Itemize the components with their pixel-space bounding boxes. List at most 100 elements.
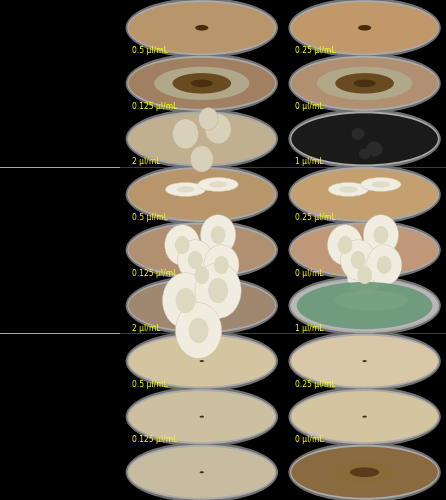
Ellipse shape bbox=[128, 114, 275, 164]
Ellipse shape bbox=[297, 282, 432, 329]
Ellipse shape bbox=[175, 302, 222, 358]
Ellipse shape bbox=[328, 182, 368, 196]
Ellipse shape bbox=[188, 251, 202, 269]
Ellipse shape bbox=[127, 167, 277, 222]
Text: Alternaria sp.,: Alternaria sp., bbox=[15, 79, 105, 89]
Ellipse shape bbox=[126, 54, 278, 114]
Text: 1 μI/mL: 1 μI/mL bbox=[295, 158, 323, 166]
Ellipse shape bbox=[205, 114, 231, 144]
Ellipse shape bbox=[290, 389, 439, 444]
Ellipse shape bbox=[363, 360, 367, 362]
Ellipse shape bbox=[126, 386, 278, 446]
Text: 2 μI/mL: 2 μI/mL bbox=[132, 324, 160, 333]
Ellipse shape bbox=[162, 272, 209, 328]
Ellipse shape bbox=[340, 240, 376, 280]
Ellipse shape bbox=[289, 220, 441, 280]
Ellipse shape bbox=[128, 336, 275, 386]
Text: 0.25 μI/mL: 0.25 μI/mL bbox=[295, 46, 335, 56]
Ellipse shape bbox=[200, 471, 204, 473]
Ellipse shape bbox=[338, 236, 352, 254]
Ellipse shape bbox=[200, 416, 204, 418]
Ellipse shape bbox=[128, 280, 275, 331]
Ellipse shape bbox=[178, 240, 213, 280]
Text: 0.5 μI/mL: 0.5 μI/mL bbox=[132, 46, 168, 56]
Ellipse shape bbox=[201, 214, 235, 255]
Ellipse shape bbox=[289, 0, 441, 58]
Ellipse shape bbox=[154, 66, 249, 100]
Ellipse shape bbox=[126, 276, 278, 336]
Ellipse shape bbox=[354, 80, 376, 87]
Text: 0 μI/mL: 0 μI/mL bbox=[295, 435, 323, 444]
Text: 0.25 μI/mL: 0.25 μI/mL bbox=[295, 380, 335, 388]
Ellipse shape bbox=[128, 2, 275, 54]
Ellipse shape bbox=[176, 186, 195, 192]
Ellipse shape bbox=[127, 389, 277, 444]
Text: R. stolonifer: R. stolonifer bbox=[21, 412, 99, 422]
Ellipse shape bbox=[290, 56, 439, 111]
Ellipse shape bbox=[291, 169, 438, 220]
Ellipse shape bbox=[165, 224, 200, 265]
Ellipse shape bbox=[211, 226, 225, 244]
Ellipse shape bbox=[127, 56, 277, 111]
Ellipse shape bbox=[126, 220, 278, 280]
Ellipse shape bbox=[291, 224, 438, 276]
Ellipse shape bbox=[290, 167, 439, 222]
Text: P. expansum: P. expansum bbox=[21, 245, 99, 255]
Ellipse shape bbox=[128, 391, 275, 442]
Ellipse shape bbox=[363, 214, 398, 255]
Ellipse shape bbox=[127, 444, 277, 500]
Text: 0.25 μI/mL: 0.25 μI/mL bbox=[295, 213, 335, 222]
Ellipse shape bbox=[127, 334, 277, 388]
Ellipse shape bbox=[189, 318, 208, 343]
Ellipse shape bbox=[297, 116, 432, 162]
Ellipse shape bbox=[194, 266, 209, 284]
Ellipse shape bbox=[361, 178, 401, 192]
Ellipse shape bbox=[128, 169, 275, 220]
Ellipse shape bbox=[347, 254, 382, 295]
Ellipse shape bbox=[289, 442, 441, 500]
Ellipse shape bbox=[290, 334, 439, 388]
Text: 0 μI/mL: 0 μI/mL bbox=[295, 102, 323, 111]
Ellipse shape bbox=[195, 262, 241, 318]
Ellipse shape bbox=[317, 66, 412, 100]
Ellipse shape bbox=[173, 73, 231, 94]
Ellipse shape bbox=[291, 2, 438, 54]
Ellipse shape bbox=[289, 54, 441, 114]
Ellipse shape bbox=[351, 128, 365, 140]
Ellipse shape bbox=[290, 0, 439, 56]
Ellipse shape bbox=[165, 182, 206, 196]
Text: 0.125 μI/mL: 0.125 μI/mL bbox=[132, 102, 177, 111]
Ellipse shape bbox=[128, 446, 275, 498]
Ellipse shape bbox=[126, 442, 278, 500]
Ellipse shape bbox=[377, 256, 392, 274]
Ellipse shape bbox=[291, 446, 438, 498]
Ellipse shape bbox=[191, 80, 213, 87]
Ellipse shape bbox=[127, 0, 277, 56]
Ellipse shape bbox=[289, 164, 441, 224]
Ellipse shape bbox=[128, 224, 275, 276]
Text: 2 μI/mL: 2 μI/mL bbox=[132, 158, 160, 166]
Ellipse shape bbox=[327, 224, 363, 265]
Ellipse shape bbox=[289, 109, 441, 169]
Ellipse shape bbox=[127, 112, 277, 166]
Ellipse shape bbox=[366, 142, 383, 156]
Ellipse shape bbox=[184, 254, 219, 295]
Ellipse shape bbox=[214, 256, 229, 274]
Ellipse shape bbox=[200, 360, 204, 362]
Ellipse shape bbox=[339, 186, 358, 192]
Ellipse shape bbox=[291, 114, 438, 164]
Ellipse shape bbox=[350, 468, 379, 477]
Ellipse shape bbox=[289, 276, 441, 336]
Ellipse shape bbox=[126, 331, 278, 391]
Ellipse shape bbox=[128, 58, 275, 109]
Ellipse shape bbox=[359, 148, 370, 159]
Text: 0 μI/mL: 0 μI/mL bbox=[295, 268, 323, 278]
Ellipse shape bbox=[334, 290, 408, 311]
Ellipse shape bbox=[358, 25, 371, 30]
Ellipse shape bbox=[127, 222, 277, 278]
Ellipse shape bbox=[290, 278, 439, 333]
Ellipse shape bbox=[209, 181, 227, 188]
Ellipse shape bbox=[290, 222, 439, 278]
Ellipse shape bbox=[126, 164, 278, 224]
Text: 0.5 μI/mL: 0.5 μI/mL bbox=[132, 380, 168, 388]
